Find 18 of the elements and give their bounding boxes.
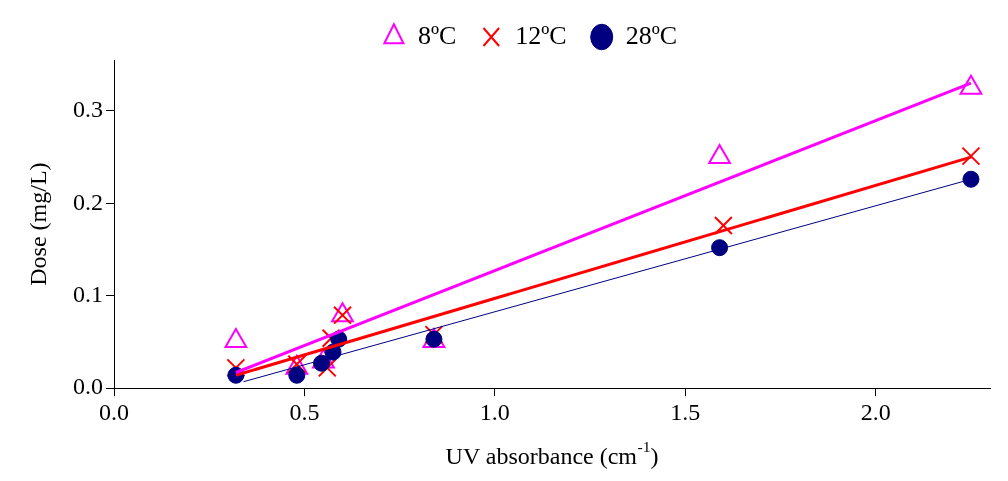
point bbox=[713, 216, 733, 235]
x-tick-label: 1.0 bbox=[479, 398, 510, 425]
x-tick-label: 2.0 bbox=[860, 398, 891, 425]
y-tick-label: 0.3 bbox=[73, 96, 103, 123]
legend-label: 8ºC bbox=[417, 20, 457, 50]
point bbox=[288, 366, 306, 384]
y-tick-label: 0.1 bbox=[73, 281, 103, 308]
y-tick-label: 0.0 bbox=[73, 373, 103, 400]
y-tick-label: 0.2 bbox=[73, 188, 103, 215]
x-tick-label: 0.5 bbox=[289, 398, 320, 425]
y-axis-title: Dose (mg/L) bbox=[25, 162, 52, 286]
x-tick-label: 0.0 bbox=[99, 398, 129, 425]
legend-label: 28ºC bbox=[625, 20, 678, 50]
point bbox=[962, 170, 980, 188]
point bbox=[711, 239, 729, 257]
x-tick-label: 1.5 bbox=[670, 398, 701, 425]
legend-label: 12ºC bbox=[515, 20, 567, 50]
point bbox=[961, 146, 981, 166]
